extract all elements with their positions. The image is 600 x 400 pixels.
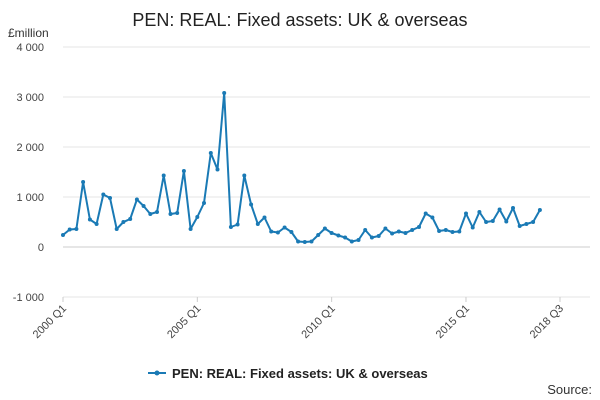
data-point [188, 227, 193, 231]
x-tick-label: 2015 Q1 [434, 303, 472, 341]
data-point [262, 215, 267, 220]
data-point [511, 206, 515, 210]
data-point [423, 211, 428, 216]
data-point [457, 229, 462, 234]
data-point [537, 208, 542, 212]
data-point [484, 220, 489, 224]
data-point [168, 212, 173, 216]
data-point [289, 230, 294, 234]
data-point [396, 229, 401, 234]
data-point [336, 233, 341, 238]
data-point [74, 227, 79, 231]
y-axis-unit-label: £million [8, 26, 49, 40]
data-point [383, 226, 388, 231]
data-point [249, 202, 254, 207]
data-point [101, 192, 106, 197]
y-tick-label: 2 000 [16, 142, 44, 154]
data-point [128, 217, 133, 221]
data-point [235, 222, 240, 227]
data-point [215, 167, 220, 172]
x-tick-label: 2000 Q1 [31, 303, 69, 341]
data-point [296, 239, 301, 244]
data-point [114, 227, 119, 231]
data-point [517, 224, 522, 228]
data-point [242, 173, 247, 178]
chart-title: PEN: REAL: Fixed assets: UK & overseas [132, 10, 467, 30]
data-point [376, 234, 381, 238]
data-point [470, 225, 475, 230]
data-point [228, 225, 233, 229]
legend: PEN: REAL: Fixed assets: UK & overseas [148, 366, 428, 381]
data-point [349, 239, 354, 244]
data-point [161, 173, 166, 178]
y-tick-label: 4 000 [16, 42, 44, 54]
data-point [309, 239, 314, 244]
data-point [94, 222, 99, 226]
data-point [443, 228, 448, 232]
data-point [369, 235, 374, 240]
data-point [524, 222, 529, 226]
data-point [81, 180, 86, 184]
x-tick-label: 2005 Q1 [165, 303, 203, 341]
y-axis-ticks: -1 000 0 1 000 2 000 3 000 4 000 [13, 42, 44, 304]
grid-lines [63, 46, 590, 298]
x-tick-label: 2010 Q1 [299, 303, 337, 341]
data-point [329, 231, 334, 235]
data-point [504, 219, 509, 224]
data-point [390, 231, 395, 236]
data-point [322, 226, 327, 231]
data-point [202, 201, 206, 205]
data-point [195, 215, 200, 219]
data-point [363, 228, 368, 232]
data-point [282, 225, 287, 230]
data-point [87, 217, 92, 222]
y-tick-label: 1 000 [16, 192, 44, 204]
data-point [477, 210, 482, 214]
data-point [316, 233, 321, 237]
source-label: Source: [547, 382, 592, 397]
y-tick-label: -1 000 [13, 292, 44, 304]
data-point [531, 220, 536, 224]
data-point [356, 238, 361, 242]
legend-label: PEN: REAL: Fixed assets: UK & overseas [172, 366, 428, 381]
data-point [275, 230, 280, 235]
data-point [222, 91, 227, 95]
data-point [450, 230, 455, 234]
y-tick-label: 0 [38, 242, 44, 254]
data-point [141, 204, 146, 208]
data-point [437, 229, 442, 233]
data-point [181, 169, 186, 173]
data-point [269, 229, 274, 234]
x-tick-label: 2018 Q3 [528, 303, 566, 341]
data-point [255, 222, 260, 226]
data-point [497, 207, 502, 212]
data-point [175, 211, 180, 215]
data-point [343, 235, 348, 240]
data-point [302, 240, 307, 244]
data-point [155, 210, 159, 214]
data-point [417, 225, 421, 229]
data-point [464, 211, 468, 216]
series-line [62, 92, 541, 243]
data-point [67, 227, 72, 232]
data-point [108, 196, 112, 200]
data-point [410, 228, 415, 232]
data-point [490, 219, 495, 223]
data-point [403, 231, 408, 235]
x-axis-ticks: 2000 Q1 2005 Q1 2010 Q1 2015 Q1 2018 Q3 [31, 297, 566, 341]
series-line-group [61, 91, 542, 244]
data-point [148, 212, 153, 216]
y-tick-label: 3 000 [16, 92, 44, 104]
data-point [121, 220, 126, 224]
data-point [61, 233, 65, 237]
data-point [134, 197, 139, 202]
data-point [208, 151, 213, 155]
data-point [430, 215, 435, 220]
legend-marker [154, 370, 160, 376]
